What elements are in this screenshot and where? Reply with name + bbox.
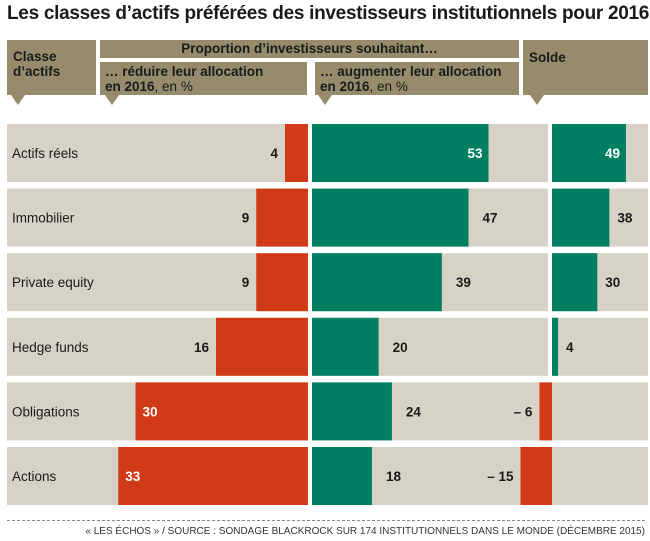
bar-increase (312, 382, 392, 441)
bar-reduce (216, 317, 308, 376)
header-augmenter-unit: , en % (369, 79, 408, 94)
value-reduce: 9 (242, 275, 250, 290)
header-reduire-year: en 2016 (105, 79, 155, 94)
header-reduire-unit: , en % (154, 79, 193, 94)
header-reduire-label: … réduire leur allocation (105, 64, 264, 79)
value-solde: 38 (617, 211, 633, 226)
category-label: Hedge funds (12, 340, 89, 355)
value-increase: 39 (456, 275, 471, 290)
divider (7, 520, 645, 521)
bar-reduce (285, 124, 308, 182)
value-solde: – 6 (514, 404, 533, 419)
bar-solde (552, 124, 626, 182)
bar-increase (312, 188, 469, 247)
category-label: Private equity (12, 275, 94, 290)
bar-reduce (256, 253, 308, 312)
value-increase: 53 (467, 146, 483, 161)
value-reduce: 33 (125, 469, 141, 484)
value-increase: 24 (406, 404, 422, 419)
bar-solde (552, 188, 610, 247)
bar-solde (552, 253, 598, 312)
bar-solde (552, 317, 559, 376)
value-increase: 47 (483, 211, 498, 226)
source-note: « LES ÉCHOS » / SOURCE : SONDAGE BLACKRO… (85, 526, 645, 537)
category-label: Actions (12, 469, 57, 484)
bar-increase (312, 253, 442, 312)
header-augmenter-year: en 2016 (320, 79, 370, 94)
chart-title: Les classes d’actifs préférées des inves… (7, 3, 650, 24)
value-reduce: 4 (270, 146, 278, 161)
pointer-icon (105, 95, 119, 105)
bar-increase (312, 124, 489, 182)
bar-solde (520, 447, 552, 505)
value-solde: 30 (605, 275, 620, 290)
header-augmenter: … augmenter leur allocation en 2016, en … (315, 62, 519, 95)
value-reduce: 16 (194, 340, 210, 355)
header-reduire: … réduire leur allocation en 2016, en % (100, 62, 307, 95)
value-solde: – 15 (487, 469, 514, 484)
pointer-icon (530, 95, 544, 105)
track-solde (552, 317, 648, 376)
bar-reduce (256, 188, 308, 247)
bar-increase (312, 317, 379, 376)
bar-reduce (118, 447, 308, 505)
category-label: Obligations (12, 404, 80, 419)
category-label: Actifs réels (12, 146, 78, 161)
track-reduce (7, 124, 308, 182)
header-solde: Solde (523, 40, 648, 95)
value-increase: 20 (393, 340, 408, 355)
bar-solde (539, 382, 552, 441)
pointer-icon (11, 95, 25, 105)
track-solde (552, 447, 648, 505)
value-reduce: 9 (242, 211, 250, 226)
value-solde: 4 (566, 340, 574, 355)
header-classe-label: Classe d’actifs (13, 49, 61, 79)
header-classe: Classe d’actifs (7, 40, 96, 95)
header-augmenter-label: … augmenter leur allocation (320, 64, 502, 79)
value-solde: 49 (605, 146, 620, 161)
track-solde (552, 382, 648, 441)
bar-reduce (135, 382, 308, 441)
pointer-icon (318, 95, 332, 105)
category-label: Immobilier (12, 211, 75, 226)
header-proportion: Proportion d’investisseurs souhaitant… (100, 40, 519, 58)
bar-increase (312, 447, 372, 505)
value-increase: 18 (386, 469, 402, 484)
value-reduce: 30 (143, 404, 158, 419)
